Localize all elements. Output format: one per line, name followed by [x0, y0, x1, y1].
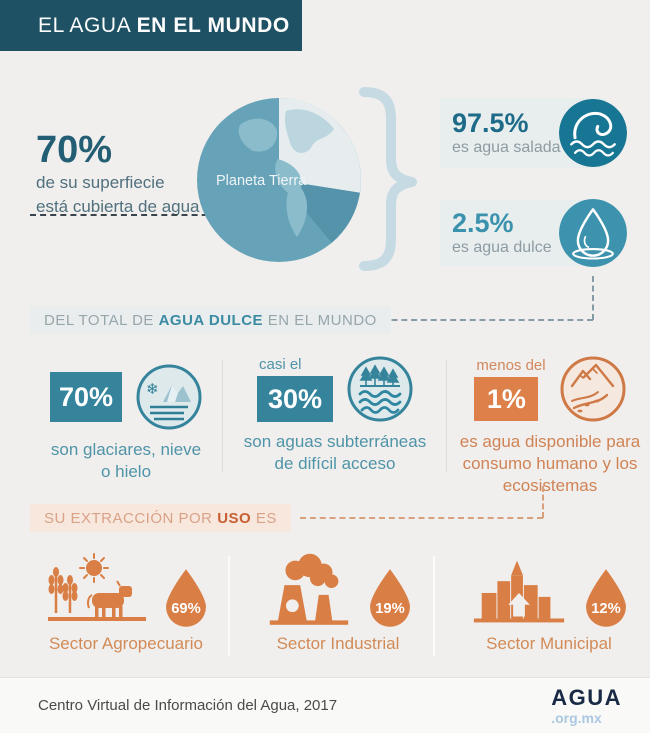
available-pct-box: 1% — [474, 377, 539, 421]
sector-municipal: 12% Sector Municipal — [456, 553, 642, 654]
stat-divider-2 — [446, 360, 447, 472]
freshwater-heading: DEL TOTAL DE AGUA DULCE EN EL MUNDO — [30, 306, 391, 334]
stat-divider-1 — [222, 360, 223, 472]
extraction-heading-post: ES — [251, 509, 277, 527]
glaciers-caption: son glaciares, nieve o hielo — [50, 440, 202, 481]
surface-water-line2: está cubierta de agua — [36, 196, 200, 216]
industrial-label: Sector Industrial — [276, 634, 400, 653]
connector-vertical-orange — [542, 486, 544, 518]
planet-label: Planeta Tierra — [216, 173, 307, 189]
freshwater-heading-bold: AGUA DULCE — [158, 311, 264, 329]
page-title: EL AGUA EN EL MUNDO — [38, 14, 290, 38]
planet-earth: Planeta Tierra — [197, 98, 361, 262]
agriculture-icon — [48, 553, 146, 621]
source-credit: Centro Virtual de Información del Agua, … — [38, 697, 338, 714]
available-caption: es agua disponible para consumo humano y… — [459, 432, 641, 495]
surface-water-pct: 70% — [36, 129, 113, 171]
stat-groundwater: casi el 30% son aguas subterráneas de di… — [230, 356, 440, 475]
stat-available: menos del 1% es agua disponible para con… — [452, 356, 648, 497]
logo-main-text: AGUA — [551, 685, 622, 710]
extraction-heading-bold: USO — [217, 509, 252, 527]
agua-org-logo: AGUA .org.mx — [551, 685, 622, 726]
freshwater-heading-post: EN EL MUNDO — [263, 311, 377, 329]
page-title-bold: EN EL MUNDO — [136, 13, 290, 37]
connector-vertical-teal — [592, 276, 594, 320]
glaciers-pct-box: 70% — [50, 372, 122, 422]
salt-water-label: es agua salada — [452, 138, 561, 156]
groundwater-prefix: casi el — [259, 356, 302, 373]
factory-icon — [269, 553, 349, 625]
groundwater-icon — [347, 356, 413, 422]
city-icon — [473, 560, 565, 623]
freshwater-heading-pre: DEL TOTAL DE — [44, 311, 159, 329]
surface-water-line1: de su superfiecie — [36, 172, 165, 192]
salt-water-pct: 97.5% — [452, 108, 529, 139]
groundwater-pct-box: 30% — [257, 376, 333, 422]
hero-dashed-line — [30, 214, 238, 216]
municipal-label: Sector Municipal — [486, 634, 612, 653]
fresh-water-label: es agua dulce — [452, 238, 552, 256]
sector-divider-1 — [228, 556, 230, 656]
extraction-heading: SU EXTRACCIÓN POR USO ES — [30, 504, 291, 532]
industrial-droplet: 19% — [370, 569, 410, 627]
glacier-snow-icon: ❄ — [136, 364, 202, 430]
title-bar: EL AGUA EN EL MUNDO — [0, 0, 302, 51]
surface-water-stat: 70% de su superfiecie está cubierta de a… — [36, 129, 200, 219]
municipal-pct: 12% — [591, 601, 621, 617]
agropecuario-droplet: 69% — [166, 569, 206, 627]
sector-divider-2 — [433, 556, 435, 656]
river-mountains-icon — [560, 356, 626, 422]
page-title-regular: EL AGUA — [38, 13, 137, 37]
available-prefix: menos del — [476, 357, 546, 374]
logo-sub-text: .org.mx — [551, 710, 602, 726]
connector-horizontal-orange — [300, 517, 543, 519]
connector-horizontal-teal — [372, 319, 593, 321]
water-drop-icon — [559, 199, 627, 267]
curly-brace-icon — [359, 87, 417, 271]
municipal-droplet: 12% — [586, 569, 626, 627]
fresh-water-pct: 2.5% — [452, 208, 514, 239]
groundwater-caption: son aguas subterráneas de difícil acceso — [243, 432, 427, 473]
agropecuario-pct: 69% — [171, 601, 201, 617]
extraction-heading-pre: SU EXTRACCIÓN POR — [44, 509, 218, 527]
sector-industrial: 19% Sector Industrial — [250, 553, 426, 654]
industrial-pct: 19% — [375, 601, 405, 617]
svg-text:❄: ❄ — [146, 381, 159, 398]
sector-agropecuario: 69% Sector Agropecuario — [28, 553, 224, 654]
ocean-wave-icon — [559, 99, 627, 167]
stat-glaciers: 70% ❄ son glaciares, nieve o hielo — [30, 364, 222, 483]
footer-bar: Centro Virtual de Información del Agua, … — [0, 677, 650, 733]
agropecuario-label: Sector Agropecuario — [48, 634, 204, 653]
